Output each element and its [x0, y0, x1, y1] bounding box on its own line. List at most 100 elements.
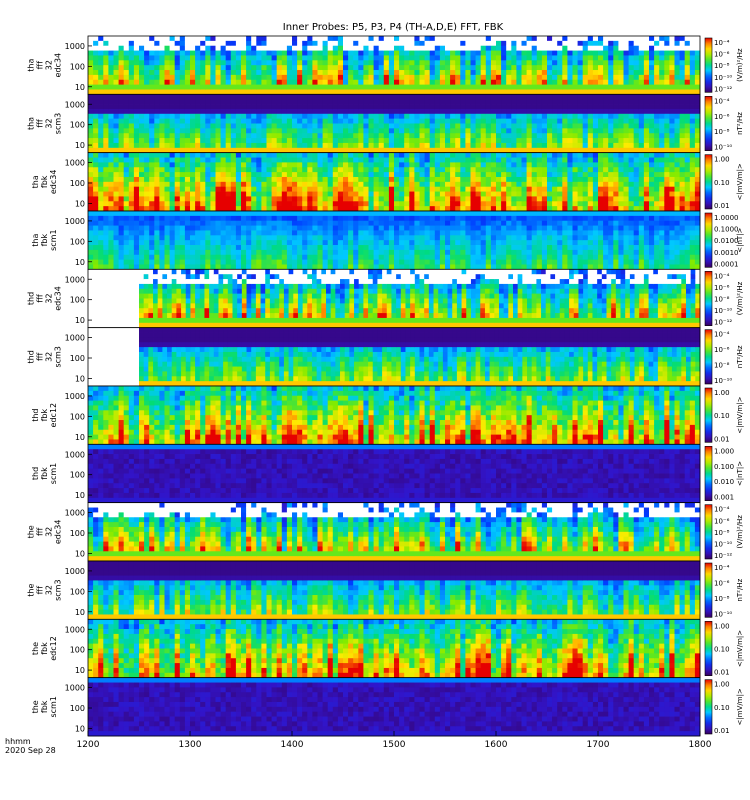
spectrogram-cell	[108, 187, 114, 192]
spectrogram-cell	[557, 177, 563, 182]
spectrogram-cell	[114, 230, 120, 235]
spectrogram-cell	[501, 167, 507, 172]
spectrogram-cell	[481, 138, 487, 143]
spectrogram-cell	[221, 143, 227, 148]
spectrogram-cell	[654, 99, 660, 104]
spectrogram-cell	[573, 133, 579, 138]
spectrogram-cell	[516, 143, 522, 148]
spectrogram-cell	[685, 99, 691, 104]
spectrogram-cell	[282, 211, 288, 216]
spectrogram-cell	[256, 60, 262, 65]
spectrogram-cell	[108, 177, 114, 182]
spectrogram-cell	[414, 119, 420, 124]
spectrogram-cell	[261, 211, 267, 216]
spectrogram-cell	[379, 119, 385, 124]
spectrogram-cell	[246, 187, 252, 192]
spectrogram-cell	[409, 104, 415, 109]
spectrogram-cell	[516, 128, 522, 133]
spectrogram-cell	[149, 65, 155, 70]
spectrogram-cell	[664, 172, 670, 177]
spectrogram-cell	[639, 138, 645, 143]
spectrogram-cell	[190, 255, 196, 260]
spectrogram-cell	[425, 109, 431, 114]
spectrogram-cell	[328, 167, 334, 172]
spectrogram-cell	[302, 196, 308, 201]
spectrogram-cell	[501, 36, 507, 41]
spectrogram-cell	[567, 153, 573, 158]
spectrogram-cell	[455, 167, 461, 172]
spectrogram-cell	[369, 119, 375, 124]
spectrogram-cell	[302, 51, 308, 56]
spectrogram-cell	[210, 80, 216, 85]
spectrogram-cell	[200, 55, 206, 60]
spectrogram-cell	[425, 167, 431, 172]
spectrogram-cell	[491, 109, 497, 114]
spectrogram-cell	[552, 70, 558, 75]
spectrogram-cell	[272, 128, 278, 133]
spectrogram-cell	[302, 187, 308, 192]
spectrogram-cell	[241, 128, 247, 133]
spectrogram-cell	[532, 196, 538, 201]
spectrogram-cell	[119, 138, 125, 143]
spectrogram-cell	[537, 46, 543, 51]
spectrogram-cell	[343, 104, 349, 109]
spectrogram-cell	[501, 51, 507, 56]
spectrogram-cell	[267, 128, 273, 133]
spectrogram-cell	[216, 201, 222, 206]
spectrogram-cell	[149, 55, 155, 60]
spectrogram-cell	[471, 124, 477, 129]
spectrogram-cell	[154, 70, 160, 75]
spectrogram-cell	[669, 109, 675, 114]
spectrogram-cell	[210, 235, 216, 240]
spectrogram-cell	[639, 158, 645, 163]
spectrogram-cell	[236, 60, 242, 65]
spectrogram-cell	[302, 104, 308, 109]
spectrogram-cell	[205, 138, 211, 143]
spectrogram-cell	[583, 172, 589, 177]
spectrogram-cell	[608, 143, 614, 148]
spectrogram-cell	[496, 201, 502, 206]
spectrogram-cell	[547, 162, 553, 167]
spectrogram-cell	[333, 133, 339, 138]
spectrogram-cell	[562, 172, 568, 177]
spectrogram-cell	[185, 119, 191, 124]
spectrogram-cell	[486, 94, 492, 99]
spectrogram-cell	[323, 94, 329, 99]
spectrogram-cell	[333, 85, 339, 90]
spectrogram-cell	[511, 196, 517, 201]
spectrogram-cell	[369, 36, 375, 41]
spectrogram-cell	[537, 138, 543, 143]
spectrogram-cell	[175, 226, 181, 231]
spectrogram-cell	[246, 260, 252, 265]
spectrogram-cell	[384, 167, 390, 172]
spectrogram-cell	[420, 201, 426, 206]
spectrogram-cell	[287, 36, 293, 41]
spectrogram-cell	[328, 240, 334, 245]
spectrogram-cell	[588, 153, 594, 158]
spectrogram-cell	[654, 182, 660, 187]
spectrogram-cell	[180, 46, 186, 51]
spectrogram-cell	[384, 128, 390, 133]
spectrogram-cell	[114, 65, 120, 70]
spectrogram-cell	[414, 172, 420, 177]
spectrogram-cell	[103, 41, 109, 46]
spectrogram-cell	[522, 201, 528, 206]
spectrogram-cell	[114, 60, 120, 65]
spectrogram-cell	[450, 36, 456, 41]
spectrogram-cell	[103, 75, 109, 80]
spectrogram-cell	[414, 153, 420, 158]
spectrogram-cell	[624, 138, 630, 143]
spectrogram-cell	[588, 133, 594, 138]
spectrogram-cell	[216, 211, 222, 216]
spectrogram-cell	[654, 162, 660, 167]
spectrogram-cell	[374, 143, 380, 148]
spectrogram-cell	[221, 36, 227, 41]
spectrogram-cell	[389, 162, 395, 167]
spectrogram-cell	[292, 192, 298, 197]
spectrogram-cell	[119, 216, 125, 221]
spectrogram-cell	[119, 128, 125, 133]
spectrogram-cell	[573, 109, 579, 114]
spectrogram-cell	[348, 153, 354, 158]
spectrogram-cell	[450, 70, 456, 75]
spectrogram-cell	[256, 94, 262, 99]
